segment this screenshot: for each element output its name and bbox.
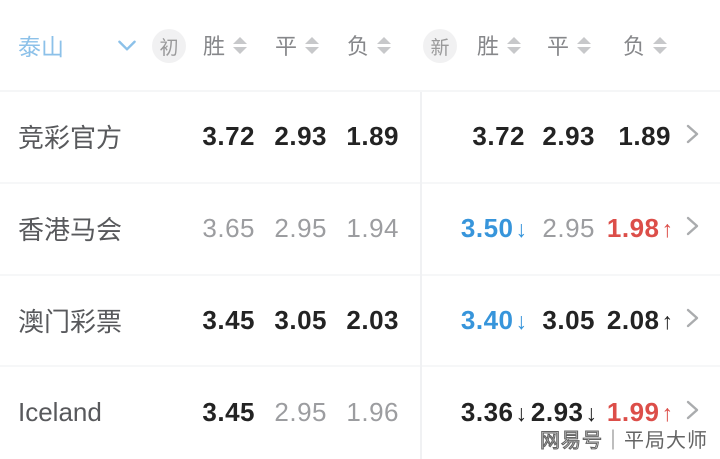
latest-draw-odds: 2.93 ↓ <box>530 396 598 427</box>
initial-win-odds: 3.72 <box>202 121 255 152</box>
team-selector[interactable]: 泰山 <box>0 28 185 62</box>
initial-win-odds: 3.45 <box>202 396 255 427</box>
trend-arrow-down: ↓ <box>585 399 598 426</box>
col-label-draw: 平 <box>546 34 569 59</box>
row-spacer <box>401 184 421 274</box>
bookmaker-name: 澳门彩票 <box>18 306 123 337</box>
initial-lose-odds: 1.94 <box>346 213 399 244</box>
odds-row-jingcai[interactable]: 竞彩官方 3.72 2.93 1.89 3.72 2.93 1.89 <box>0 92 720 182</box>
row-spacer <box>401 92 421 182</box>
latest-draw-odds: 2.93 <box>542 121 595 152</box>
initial-win-odds: 3.45 <box>202 304 255 335</box>
latest-lose-odds: 1.89 <box>618 121 671 152</box>
latest-draw-odds: 3.05 <box>542 304 595 335</box>
trend-arrow-up: ↑ <box>661 307 674 334</box>
sort-arrows-icon <box>377 36 391 54</box>
sort-arrows-icon <box>577 36 591 54</box>
watermark-author: 平局大师 <box>624 430 708 452</box>
sort-initial-draw[interactable]: 平 <box>257 29 329 61</box>
latest-draw-odds: 2.95 <box>542 213 595 244</box>
initial-lose-odds: 1.96 <box>346 396 399 427</box>
col-label-lose: 负 <box>622 34 645 59</box>
col-label-draw: 平 <box>274 34 297 59</box>
initial-draw-odds: 3.05 <box>274 304 327 335</box>
watermark-brand: 网易号 <box>539 429 603 452</box>
bookmaker-name: Iceland <box>18 396 102 427</box>
initial-lose-odds: 2.03 <box>346 304 399 335</box>
latest-lose-odds: 1.99 ↑ <box>606 396 674 427</box>
bookmaker-name: 竞彩官方 <box>18 123 123 154</box>
chevron-right-icon <box>684 306 700 335</box>
chevron-right-icon <box>684 122 700 151</box>
odds-table-header: 泰山 胜 平 负 胜 平 负 初 <box>0 0 720 92</box>
row-detail-chevron[interactable] <box>677 398 720 427</box>
sort-latest-lose[interactable]: 负 <box>601 29 677 61</box>
sort-latest-draw[interactable]: 平 <box>531 29 601 61</box>
team-name: 泰山 <box>18 34 64 60</box>
bookmaker-name: 香港马会 <box>18 215 123 246</box>
chevron-right-icon <box>684 214 700 243</box>
col-label-win: 胜 <box>476 34 499 59</box>
sort-arrows-icon <box>233 36 247 54</box>
initial-draw-odds: 2.95 <box>274 213 327 244</box>
col-label-win: 胜 <box>202 34 225 59</box>
row-detail-chevron[interactable] <box>677 306 720 335</box>
row-spacer <box>401 276 421 366</box>
latest-win-odds: 3.40 ↓ <box>460 304 528 335</box>
header-spacer <box>401 0 421 90</box>
chevron-right-icon <box>684 398 700 427</box>
odds-row-macau[interactable]: 澳门彩票 3.45 3.05 2.03 3.40 ↓ 3.05 2.08 ↑ <box>0 273 720 366</box>
col-label-lose: 负 <box>346 34 369 59</box>
odds-rows: 竞彩官方 3.72 2.93 1.89 3.72 2.93 1.89 香港马会 … <box>0 92 720 457</box>
odds-row-hkjc[interactable]: 香港马会 3.65 2.95 1.94 3.50 ↓ 2.95 1.98 ↑ <box>0 181 720 274</box>
latest-win-odds: 3.50 ↓ <box>460 213 528 244</box>
trend-arrow-up: ↑ <box>661 216 674 243</box>
sort-arrows-icon <box>653 36 667 54</box>
latest-lose-odds: 2.08 ↑ <box>606 304 674 335</box>
odds-group-divider <box>420 92 422 459</box>
trend-arrow-down: ↓ <box>515 216 528 243</box>
latest-win-odds: 3.72 <box>472 121 525 152</box>
row-detail-chevron[interactable] <box>677 214 720 243</box>
sort-initial-lose[interactable]: 负 <box>329 29 401 61</box>
initial-draw-odds: 2.95 <box>274 396 327 427</box>
row-detail-chevron[interactable] <box>677 122 720 151</box>
initial-win-odds: 3.65 <box>202 213 255 244</box>
odds-row-iceland[interactable]: Iceland 3.45 2.95 1.96 3.36 ↓ 2.93 ↓ 1.99 ↑ <box>0 365 720 457</box>
row-spacer <box>401 367 421 457</box>
latest-odds-badge: 新 <box>423 29 457 63</box>
chevron-down-icon <box>114 32 140 58</box>
sort-initial-win[interactable]: 胜 <box>185 29 257 61</box>
latest-win-odds: 3.36 ↓ <box>460 396 528 427</box>
watermark: 网易号｜平局大师 <box>539 424 708 453</box>
sort-latest-win[interactable]: 胜 <box>421 29 531 61</box>
sort-arrows-icon <box>507 36 521 54</box>
sort-arrows-icon <box>305 36 319 54</box>
trend-arrow-up: ↑ <box>661 399 674 426</box>
initial-draw-odds: 2.93 <box>274 121 327 152</box>
watermark-divider: ｜ <box>603 430 624 452</box>
trend-arrow-down: ↓ <box>515 307 528 334</box>
initial-lose-odds: 1.89 <box>346 121 399 152</box>
initial-odds-badge: 初 <box>152 29 186 63</box>
trend-arrow-down: ↓ <box>515 399 528 426</box>
latest-lose-odds: 1.98 ↑ <box>606 213 674 244</box>
